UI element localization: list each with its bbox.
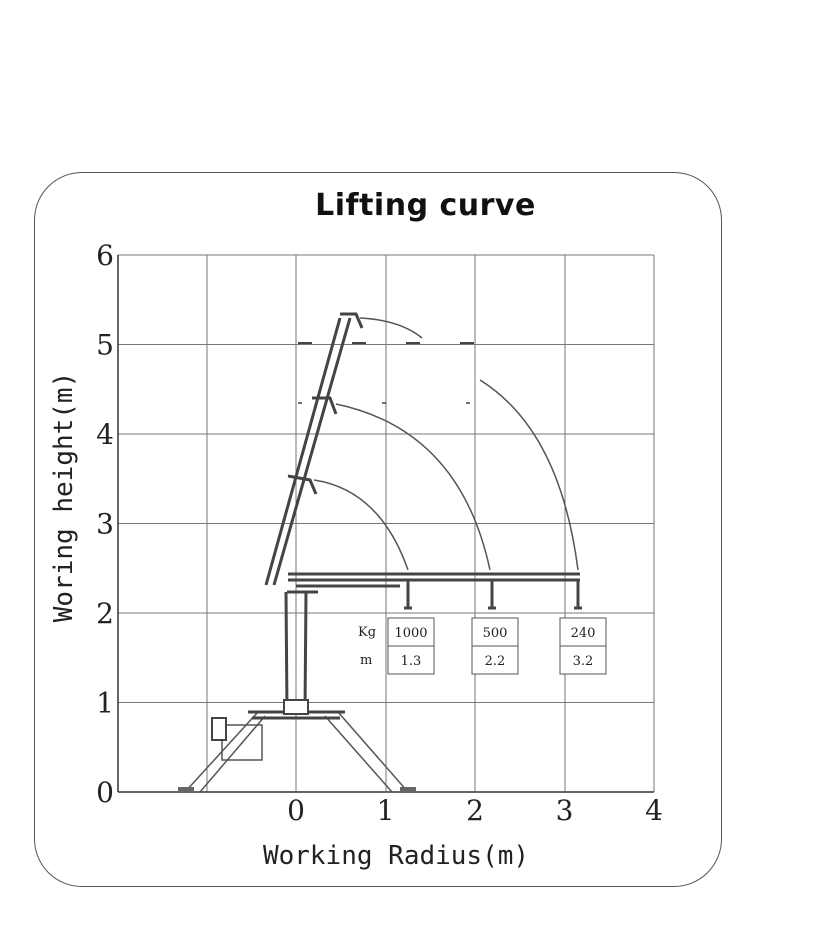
hook-block	[574, 580, 582, 610]
y-tick-label: 4	[96, 418, 114, 451]
grid-lines	[117, 254, 655, 793]
load-value: 1000	[394, 626, 427, 641]
table-cell	[387, 645, 435, 675]
boom-tip-mid	[312, 396, 338, 415]
load-value: 500	[483, 626, 508, 641]
y-tick-label: 0	[96, 776, 114, 809]
x-tick-label: 3	[556, 794, 574, 827]
chart-title: Lifting curve	[315, 188, 536, 223]
y-axis-label: Woring height(m)	[49, 372, 79, 622]
outrigger-foot	[178, 787, 194, 793]
radius-value: 3.2	[573, 654, 594, 669]
crane-drawing	[178, 312, 582, 793]
hook-block	[488, 580, 496, 610]
x-tick-label: 0	[287, 794, 305, 827]
lifting-arc-1000kg	[313, 479, 409, 571]
boom-tip-low	[287, 474, 318, 495]
y-axis-ticks: 0 1 2 3 4 5 6	[96, 239, 114, 809]
y-tick-label: 1	[96, 687, 114, 720]
table-cell	[387, 617, 435, 647]
counterweight-box	[221, 724, 263, 761]
table-row-label: Kg	[358, 625, 376, 640]
raised-boom	[264, 317, 352, 586]
slewing-base	[283, 699, 309, 715]
lifting-arc-500kg	[335, 403, 491, 571]
lifting-arc-240kg	[479, 379, 579, 571]
x-axis-ticks: 0 1 2 3 4	[287, 794, 663, 827]
load-value: 240	[571, 626, 596, 641]
y-tick-label: 6	[96, 239, 114, 272]
y-tick-label: 5	[96, 329, 114, 362]
table-cell	[471, 617, 519, 647]
chart-frame	[34, 172, 722, 887]
crane-column	[284, 590, 318, 713]
x-tick-label: 2	[466, 794, 484, 827]
boom-tip-high	[340, 312, 364, 329]
hook-block	[404, 580, 412, 610]
x-axis-label: Working Radius(m)	[263, 841, 529, 871]
outrigger-foot	[400, 787, 416, 793]
table-cell	[559, 617, 607, 647]
horizontal-boom	[288, 572, 580, 588]
load-table: Kg m 1000 1.3 500 2.2 240 3.2	[358, 617, 607, 675]
radius-value: 1.3	[401, 654, 422, 669]
y-tick-label: 2	[96, 597, 114, 630]
radius-value: 2.2	[485, 654, 506, 669]
y-tick-label: 3	[96, 508, 114, 541]
table-row-label: m	[360, 653, 372, 668]
engine-unit	[211, 717, 227, 741]
x-tick-label: 4	[645, 794, 663, 827]
lifting-arc-top	[359, 317, 423, 339]
x-tick-label: 1	[377, 794, 395, 827]
table-cell	[471, 645, 519, 675]
table-cell	[559, 645, 607, 675]
